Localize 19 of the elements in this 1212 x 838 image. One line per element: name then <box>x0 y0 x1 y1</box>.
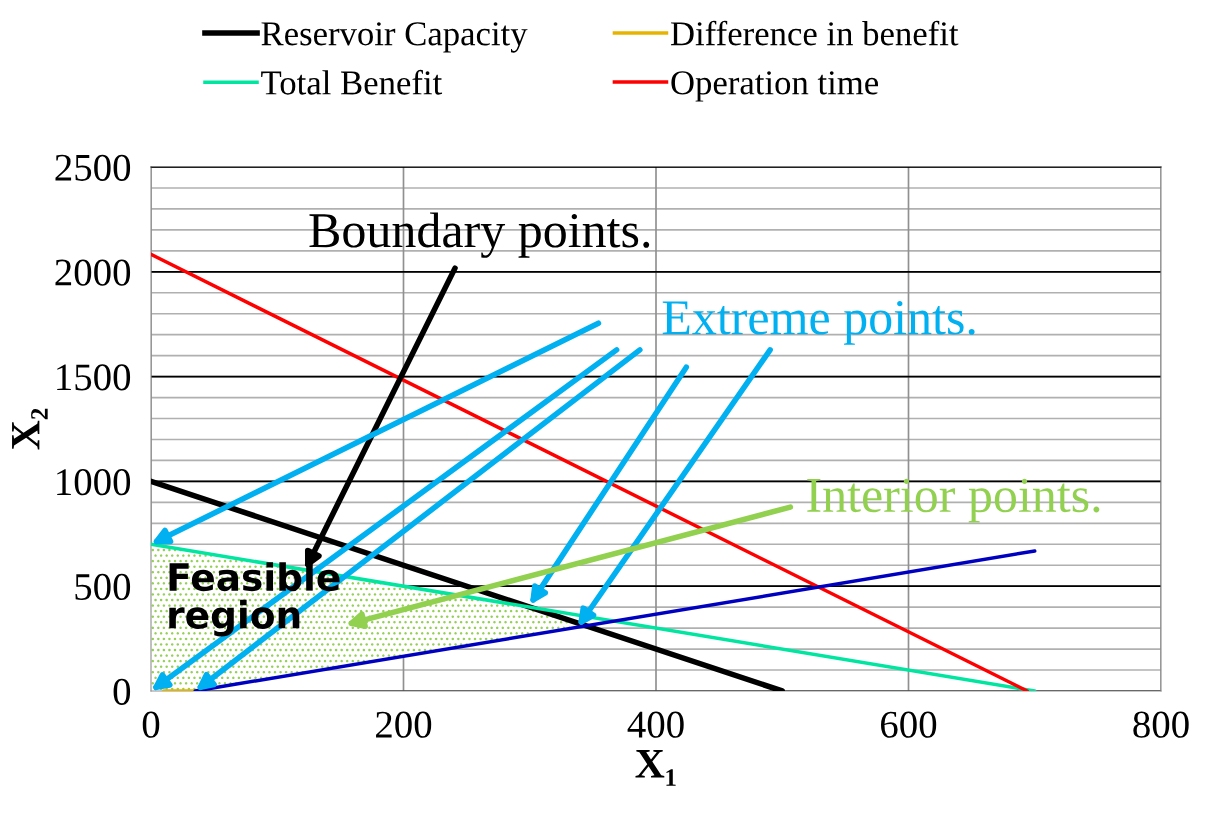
y-tick-label: 500 <box>75 573 131 601</box>
annotation: Extreme points. <box>662 301 975 345</box>
y-axis-title: X₂ <box>12 408 48 450</box>
x-axis-title: X₁ <box>635 750 676 786</box>
x-tick-label: 600 <box>881 711 937 738</box>
x-tick-label: 200 <box>376 711 432 738</box>
y-tick-label: 1500 <box>57 364 131 391</box>
y-tick-label: 1000 <box>57 469 131 496</box>
annotation: Boundary points. <box>309 212 650 258</box>
legend-label: Reservoir Capacity <box>261 22 528 53</box>
x-tick-label: 0 <box>142 711 160 738</box>
legend-label: Operation time <box>671 71 878 102</box>
x-tick-label: 800 <box>1133 711 1189 738</box>
x-tick-label: 400 <box>627 711 684 738</box>
y-tick-label: 0 <box>113 678 131 705</box>
legend-label: Total Benefit <box>261 69 443 95</box>
y-tick-label: 2500 <box>55 154 131 181</box>
y-tick-label: 2000 <box>55 259 131 286</box>
legend-label: Difference in benefit <box>670 20 959 46</box>
